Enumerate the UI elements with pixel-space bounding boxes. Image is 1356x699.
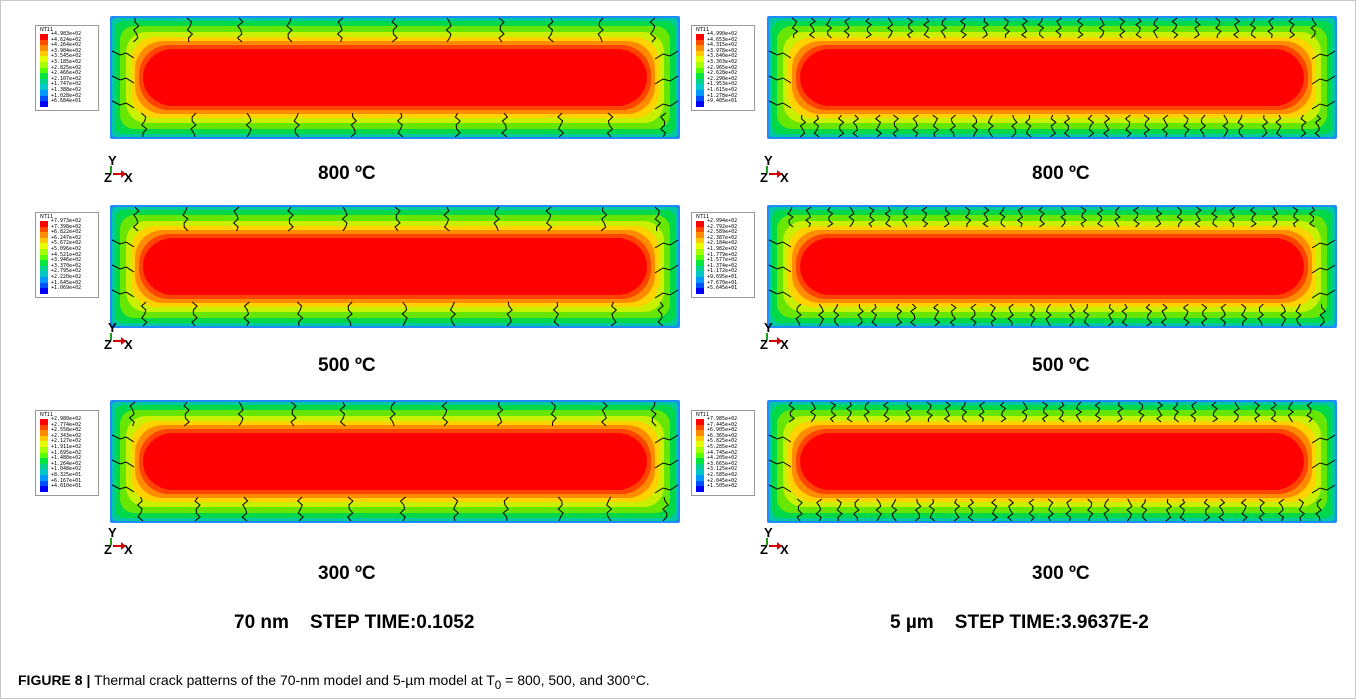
legend-values: +2.980e+02 +2.774e+02 +2.558e+02 +2.343e+02… xyxy=(51,416,82,490)
temperature-label-4: 500 ºC xyxy=(1032,355,1090,376)
axis-x-arrowhead xyxy=(121,337,126,345)
axis-y-label: Y xyxy=(108,525,117,540)
contour-plot-3 xyxy=(110,205,680,328)
legend-1: NT11 +4.983e+02 +4.624e+02 +4.264e+02 +3.904… xyxy=(35,25,99,111)
caption-subscript: 0 xyxy=(494,678,502,692)
axis-y-label: Y xyxy=(764,153,773,168)
legend-5: NT11 +2.980e+02 +2.774e+02 +2.558e+02 +2.343… xyxy=(35,410,99,496)
step-label-left: 70 nm STEP TIME:0.1052 xyxy=(234,612,475,633)
axis-y-label: Y xyxy=(108,320,117,335)
axis-x-label: X xyxy=(124,542,133,557)
axis-triad-2: Y Z X xyxy=(760,153,800,193)
contour-plot-6 xyxy=(767,400,1337,523)
axis-z-label: Z xyxy=(760,337,768,352)
temperature-label-5: 300 ºC xyxy=(318,563,376,584)
caption-tail: = 800, 500, and 300°C. xyxy=(501,672,650,688)
legend-color-bar xyxy=(696,419,704,492)
axis-x-arrow xyxy=(769,340,779,342)
axis-x-arrow xyxy=(113,340,123,342)
legend-4: NT11 +2.994e+02 +2.792e+02 +2.589e+02 +2.387… xyxy=(691,212,755,298)
axis-x-arrowhead xyxy=(777,542,782,550)
axis-y-arrow xyxy=(766,538,768,545)
figure-caption: FIGURE 8 | Thermal crack patterns of the… xyxy=(18,672,650,692)
legend-3: NT11 +7.973e+02 +7.398e+02 +6.822e+02 +6.247… xyxy=(35,212,99,298)
axis-y-arrow xyxy=(110,538,112,545)
axis-x-arrowhead xyxy=(777,337,782,345)
axis-y-label: Y xyxy=(764,525,773,540)
legend-6: NT11 +7.985e+02 +7.445e+02 +6.905e+02 +6.365… xyxy=(691,410,755,496)
temperature-label-6: 300 ºC xyxy=(1032,563,1090,584)
caption-text: Thermal crack patterns of the 70-nm mode… xyxy=(90,672,495,688)
legend-2: NT11 +4.990e+02 +4.653e+02 +4.315e+02 +3.978… xyxy=(691,25,755,111)
axis-y-label: Y xyxy=(108,153,117,168)
axis-x-arrow xyxy=(113,545,123,547)
caption-label: FIGURE 8 | xyxy=(18,672,91,688)
legend-values: +7.985e+02 +7.445e+02 +6.905e+02 +6.365e+02… xyxy=(707,416,738,490)
legend-title: NT11 xyxy=(696,412,710,418)
axis-z-label: Z xyxy=(104,170,112,185)
axis-z-label: Z xyxy=(760,170,768,185)
legend-values: +2.994e+02 +2.792e+02 +2.589e+02 +2.387e+02… xyxy=(707,218,738,292)
legend-color-bar xyxy=(40,34,48,107)
axis-triad-5: Y Z X xyxy=(104,525,144,565)
axis-triad-3: Y Z X xyxy=(104,320,144,360)
axis-z-label: Z xyxy=(104,337,112,352)
step-label-right: 5 µm STEP TIME:3.9637E-2 xyxy=(890,612,1149,633)
axis-y-arrow xyxy=(110,333,112,340)
axis-x-arrowhead xyxy=(777,170,782,178)
axis-y-arrow xyxy=(766,333,768,340)
axis-triad-4: Y Z X xyxy=(760,320,800,360)
temperature-label-1: 800 ºC xyxy=(318,163,376,184)
legend-title: NT11 xyxy=(40,412,54,418)
axis-x-label: X xyxy=(780,170,789,185)
temperature-label-3: 500 ºC xyxy=(318,355,376,376)
contour-plot-4 xyxy=(767,205,1337,328)
axis-x-arrowhead xyxy=(121,170,126,178)
legend-color-bar xyxy=(696,34,704,107)
axis-z-label: Z xyxy=(760,542,768,557)
axis-x-arrow xyxy=(113,173,123,175)
axis-x-arrowhead xyxy=(121,542,126,550)
legend-values: +4.990e+02 +4.653e+02 +4.315e+02 +3.978e+02… xyxy=(707,31,738,105)
axis-x-arrow xyxy=(769,173,779,175)
legend-color-bar xyxy=(696,221,704,294)
axis-x-label: X xyxy=(780,542,789,557)
axis-y-arrow xyxy=(110,166,112,173)
axis-x-label: X xyxy=(780,337,789,352)
legend-values: +7.973e+02 +7.398e+02 +6.822e+02 +6.247e+02… xyxy=(51,218,82,292)
axis-x-label: X xyxy=(124,337,133,352)
temperature-label-2: 800 ºC xyxy=(1032,163,1090,184)
legend-values: +4.983e+02 +4.624e+02 +4.264e+02 +3.904e+02… xyxy=(51,31,82,105)
legend-title: NT11 xyxy=(40,214,54,220)
legend-title: NT11 xyxy=(696,27,710,33)
legend-title: NT11 xyxy=(696,214,710,220)
axis-y-label: Y xyxy=(764,320,773,335)
axis-triad-1: Y Z X xyxy=(104,153,144,193)
contour-plot-5 xyxy=(110,400,680,523)
axis-y-arrow xyxy=(766,166,768,173)
axis-triad-6: Y Z X xyxy=(760,525,800,565)
axis-x-label: X xyxy=(124,170,133,185)
legend-title: NT11 xyxy=(40,27,54,33)
legend-color-bar xyxy=(40,221,48,294)
legend-color-bar xyxy=(40,419,48,492)
contour-plot-1 xyxy=(110,16,680,139)
contour-plot-2 xyxy=(767,16,1337,139)
axis-x-arrow xyxy=(769,545,779,547)
axis-z-label: Z xyxy=(104,542,112,557)
